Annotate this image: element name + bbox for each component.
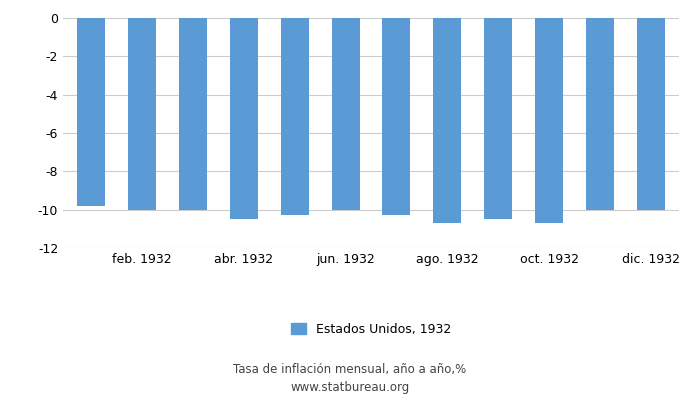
Bar (281, 18, 309, 215)
Bar (586, 18, 614, 210)
Bar (484, 18, 512, 219)
Bar (332, 18, 360, 210)
Bar (230, 18, 258, 219)
Bar (128, 18, 156, 210)
Legend: Estados Unidos, 1932: Estados Unidos, 1932 (286, 318, 456, 341)
Text: Tasa de inflación mensual, año a año,%: Tasa de inflación mensual, año a año,% (233, 364, 467, 376)
Bar (637, 18, 665, 210)
Bar (382, 18, 410, 215)
Bar (178, 18, 206, 210)
Bar (77, 18, 105, 206)
Bar (433, 18, 461, 223)
Text: www.statbureau.org: www.statbureau.org (290, 382, 410, 394)
Bar (536, 18, 564, 223)
